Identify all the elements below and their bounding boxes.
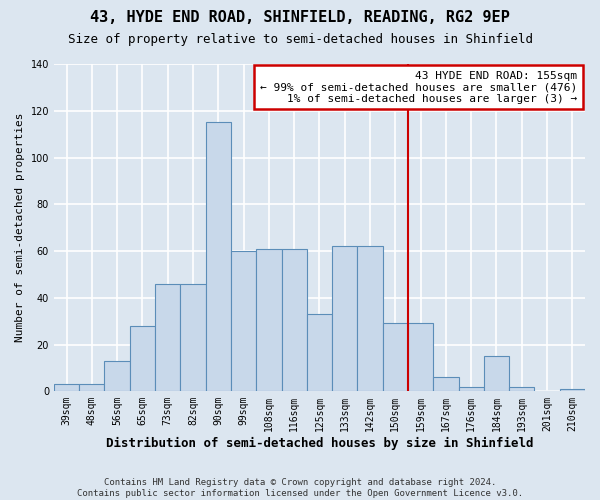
- Bar: [79, 384, 104, 392]
- Bar: [484, 356, 509, 392]
- Bar: [560, 389, 585, 392]
- Bar: [231, 251, 256, 392]
- Y-axis label: Number of semi-detached properties: Number of semi-detached properties: [15, 113, 25, 342]
- Bar: [332, 246, 358, 392]
- Text: 43, HYDE END ROAD, SHINFIELD, READING, RG2 9EP: 43, HYDE END ROAD, SHINFIELD, READING, R…: [90, 10, 510, 25]
- Bar: [307, 314, 332, 392]
- Bar: [358, 246, 383, 392]
- Bar: [509, 386, 535, 392]
- Bar: [206, 122, 231, 392]
- Bar: [130, 326, 155, 392]
- Bar: [281, 248, 307, 392]
- Text: 43 HYDE END ROAD: 155sqm
← 99% of semi-detached houses are smaller (476)
1% of s: 43 HYDE END ROAD: 155sqm ← 99% of semi-d…: [260, 70, 577, 104]
- Bar: [433, 377, 458, 392]
- X-axis label: Distribution of semi-detached houses by size in Shinfield: Distribution of semi-detached houses by …: [106, 437, 533, 450]
- Bar: [181, 284, 206, 392]
- Text: Size of property relative to semi-detached houses in Shinfield: Size of property relative to semi-detach…: [67, 32, 533, 46]
- Text: Contains HM Land Registry data © Crown copyright and database right 2024.
Contai: Contains HM Land Registry data © Crown c…: [77, 478, 523, 498]
- Bar: [54, 384, 79, 392]
- Bar: [458, 386, 484, 392]
- Bar: [104, 361, 130, 392]
- Bar: [155, 284, 181, 392]
- Bar: [383, 324, 408, 392]
- Bar: [408, 324, 433, 392]
- Bar: [256, 248, 281, 392]
